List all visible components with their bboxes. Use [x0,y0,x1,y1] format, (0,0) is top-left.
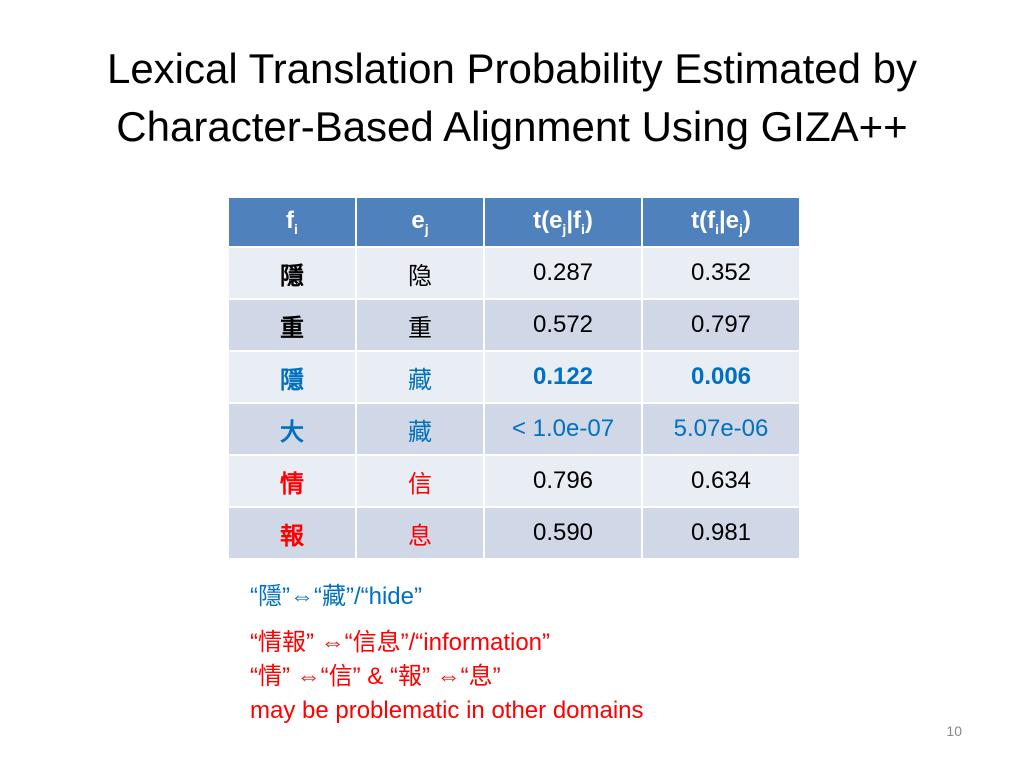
cell-f: 情 [227,454,357,508]
table-row: 重 重 0.572 0.797 [227,298,801,352]
cell-e: 隐 [355,246,485,300]
cell-t-f-e: 0.634 [641,454,801,508]
cell-t-f-e: 5.07e-06 [641,402,801,456]
translation-probability-table: fi ej t(ej|fi) t(fi|ej) 隱 隐 0.287 0.352 … [227,196,801,560]
cell-e: 息 [355,506,485,560]
table-row: 隱 隐 0.287 0.352 [227,246,801,300]
cell-f: 大 [227,402,357,456]
notes-block: “隱”⇔“藏”/“hide” “情報” ⇔“信息”/“information” … [250,580,644,728]
cell-t-f-e: 0.006 [641,350,801,404]
header-ej: ej [355,196,485,248]
note-hide: “隱”⇔“藏”/“hide” [250,583,422,610]
slide-title-line-2: Character-Based Alignment Using GIZA++ [116,103,908,150]
table-row: 大 藏 < 1.0e-07 5.07e-06 [227,402,801,456]
cell-e: 重 [355,298,485,352]
cell-t-e-f: 0.796 [483,454,643,508]
header-t-e-given-f: t(ej|fi) [483,196,643,248]
slide-title-line-1: Lexical Translation Probability Estimate… [106,45,918,92]
table-row: 情 信 0.796 0.634 [227,454,801,508]
cell-t-f-e: 0.352 [641,246,801,300]
cell-t-f-e: 0.981 [641,506,801,560]
cell-t-e-f: 0.287 [483,246,643,300]
cell-e: 藏 [355,350,485,404]
cell-e: 信 [355,454,485,508]
cell-t-e-f: 0.572 [483,298,643,352]
table-row: 隱 藏 0.122 0.006 [227,350,801,404]
cell-f: 隱 [227,246,357,300]
table-header-row: fi ej t(ej|fi) t(fi|ej) [227,196,801,248]
table-row: 報 息 0.590 0.981 [227,506,801,560]
note-problematic: may be problematic in other domains [250,697,644,724]
cell-e: 藏 [355,402,485,456]
cell-f: 隱 [227,350,357,404]
header-t-f-given-e: t(fi|ej) [641,196,801,248]
note-information: “情報” ⇔“信息”/“information” [250,629,551,656]
cell-t-f-e: 0.797 [641,298,801,352]
slide-title: Lexical Translation Probability Estimate… [20,40,1004,156]
note-character-pairs: “情” ⇔“信” & “報” ⇔“息” [250,663,501,690]
cell-f: 報 [227,506,357,560]
cell-f: 重 [227,298,357,352]
cell-t-e-f: < 1.0e-07 [483,402,643,456]
cell-t-e-f: 0.122 [483,350,643,404]
page-number: 10 [946,723,962,739]
header-fi: fi [227,196,357,248]
cell-t-e-f: 0.590 [483,506,643,560]
